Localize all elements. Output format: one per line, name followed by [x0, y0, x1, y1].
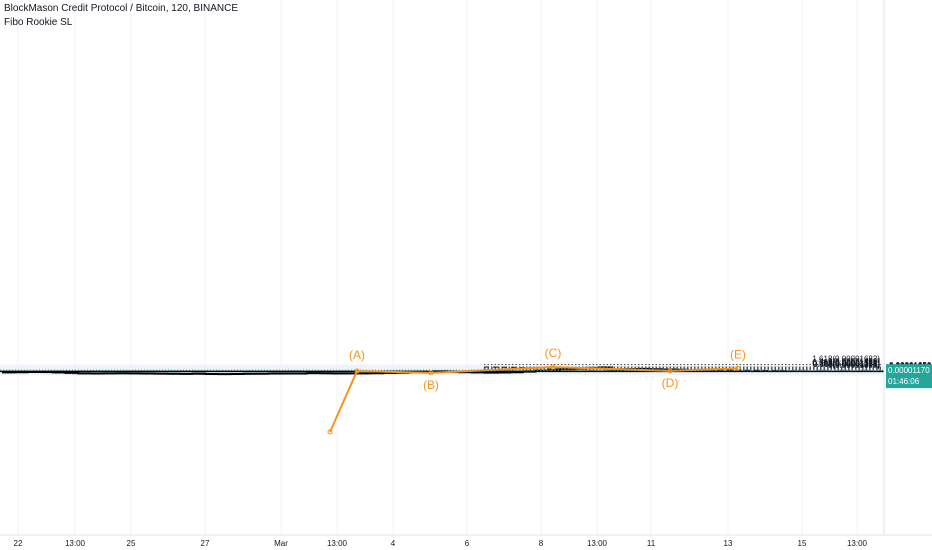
fib-level-label: 0.236(0.00001183): [813, 360, 880, 369]
fib-levels: 1.618(0.00001682)1(0.00001459)0.786(0.00…: [484, 355, 882, 372]
price-axis-bg: [884, 0, 932, 535]
fib-level-label: 1(0.00001459): [828, 357, 880, 366]
candle-body: [71, 373, 74, 375]
countdown-text: 01:46:06: [888, 377, 920, 386]
pattern-label: (E): [730, 347, 746, 361]
time-tick-label: 13:00: [65, 539, 86, 548]
time-tick-label: 22: [14, 539, 23, 548]
time-tick-label: 4: [391, 539, 396, 548]
time-tick-label: 11: [647, 539, 656, 548]
time-tick-label: Mar: [274, 539, 288, 548]
current-price-badge-bg: [886, 364, 932, 389]
chart-title: BlockMason Credit Protocol / Bitcoin, 12…: [4, 3, 238, 14]
time-tick-label: 8: [539, 539, 544, 548]
pattern-label: (A): [349, 348, 365, 362]
time-tick-label: 13:00: [587, 539, 608, 548]
chart-grid: [0, 0, 884, 535]
fib-level-label: 0.5(0.00001278): [821, 359, 880, 368]
pattern-point: [428, 370, 434, 376]
current-price-badge: 0.00001170 01:46:06: [886, 364, 932, 389]
pattern-point: [550, 364, 556, 370]
pattern-label: (B): [423, 378, 439, 392]
candle-body: [456, 372, 459, 374]
price-axis[interactable]: 0.000016500.000016000.000015500.00001500…: [883, 0, 932, 535]
current-price-text: 0.00001170: [888, 366, 930, 375]
pattern-label: (D): [662, 376, 679, 390]
fib-level-label: 0(0.00001098): [828, 361, 880, 370]
pattern-label: (C): [545, 346, 562, 360]
time-tick-label: 15: [798, 539, 807, 548]
time-tick-label: 13:00: [847, 539, 868, 548]
pattern-point: [667, 368, 673, 374]
pattern-point: [354, 368, 360, 374]
abcde-pattern: (A) (B) (C) (D) (E): [327, 346, 746, 435]
candle-body: [607, 369, 610, 371]
time-tick-label: 25: [127, 539, 136, 548]
time-axis[interactable]: 22 13:00 25 27 Mar 13:00 4 6 8 13:00 11 13 15 13:00: [0, 534, 932, 550]
candle-body: [74, 373, 76, 375]
time-tick-label: 27: [201, 539, 210, 548]
fib-level-label: 0.382(0.00001236): [812, 359, 880, 368]
fib-level-label: 0.786(0.00001381): [812, 358, 880, 367]
time-tick-label: 6: [465, 539, 470, 548]
time-axis-bg: [0, 535, 932, 550]
fib-level-label: 1.618(0.00001682): [812, 355, 880, 364]
fib-level-label: 0.618(0.00001321): [812, 358, 880, 367]
time-tick-label: 13: [724, 539, 733, 548]
indicator-label: Fibo Rookie SL: [4, 17, 73, 28]
pattern-point: [327, 429, 333, 435]
time-tick-label: 13:00: [327, 539, 348, 548]
